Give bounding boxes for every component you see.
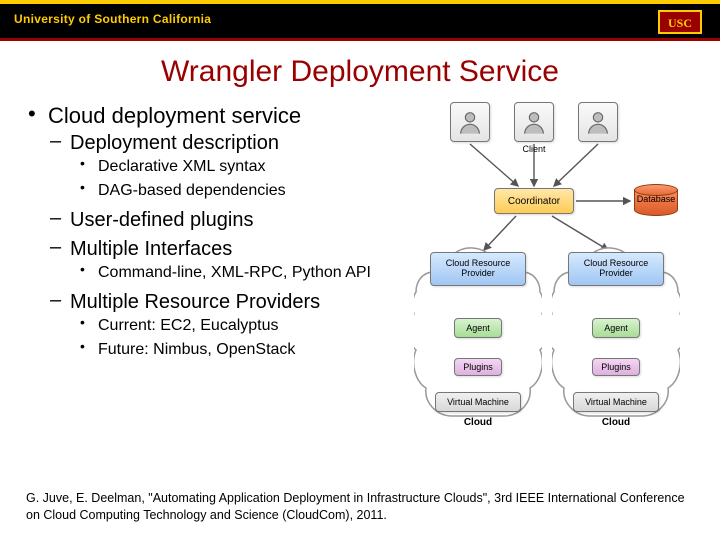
- banner: University of Southern California USC: [0, 0, 720, 38]
- diagram-client-1: [450, 102, 490, 142]
- diagram-database: Database: [634, 184, 678, 218]
- slide-title: Wrangler Deployment Service: [0, 41, 720, 101]
- diagram-client-label: Client: [450, 144, 618, 154]
- diagram-coordinator: Coordinator: [494, 188, 574, 214]
- diagram-client-3: [578, 102, 618, 142]
- usc-logo: USC: [658, 10, 702, 34]
- diagram-agent-left: Agent: [454, 318, 502, 338]
- banner-org: University of Southern California: [0, 4, 720, 34]
- diagram-cloud-label: Cloud: [414, 417, 542, 428]
- person-icon: [520, 108, 548, 136]
- diagram-client-2: [514, 102, 554, 142]
- bullet-text: Deployment description: [70, 132, 279, 154]
- diagram-cloud-label: Cloud: [552, 417, 680, 428]
- bullet-text: Multiple Resource Providers: [70, 291, 320, 313]
- diagram-database-label: Database: [634, 194, 678, 204]
- diagram-plugins-right: Plugins: [592, 358, 640, 376]
- bullet-text: Cloud deployment service: [48, 103, 301, 128]
- diagram-plugins-left: Plugins: [454, 358, 502, 376]
- diagram-crp-right: Cloud Resource Provider: [568, 252, 664, 286]
- person-icon: [456, 108, 484, 136]
- diagram-vm-left: Virtual Machine: [435, 392, 521, 412]
- architecture-diagram: Client Coordinator Database Cloud Cloud …: [408, 94, 708, 454]
- citation: G. Juve, E. Deelman, "Automating Applica…: [26, 490, 694, 524]
- diagram-agent-right: Agent: [592, 318, 640, 338]
- diagram-vm-right: Virtual Machine: [573, 392, 659, 412]
- diagram-crp-left: Cloud Resource Provider: [430, 252, 526, 286]
- bullet-text: Multiple Interfaces: [70, 238, 232, 260]
- person-icon: [584, 108, 612, 136]
